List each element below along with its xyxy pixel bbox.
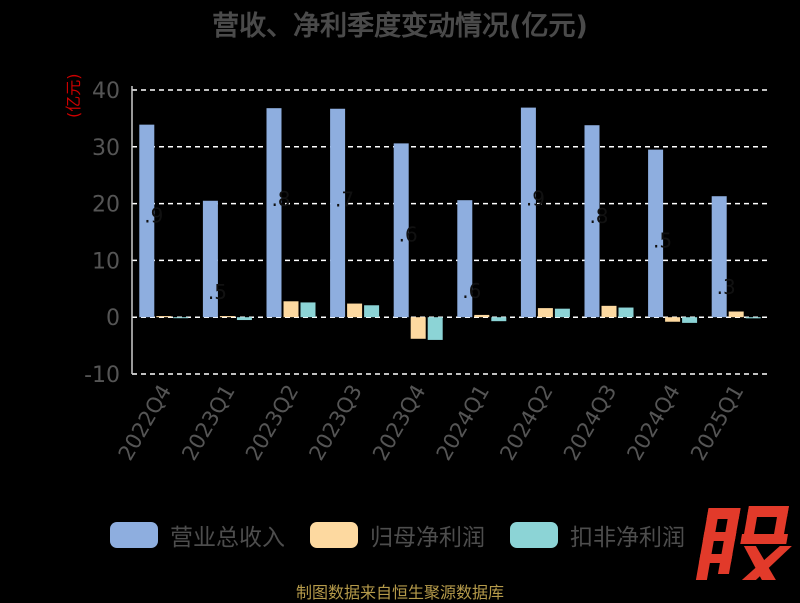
net-profit-bar[interactable] — [537, 308, 553, 318]
deducted-profit-bar[interactable] — [745, 317, 761, 319]
x-tick-label: 2024Q4 — [622, 381, 684, 465]
x-tick-label: 2023Q3 — [304, 381, 366, 465]
legend: 营业总收入 归母净利润 扣非净利润 — [0, 517, 800, 553]
deducted-profit-bar[interactable] — [682, 317, 698, 323]
net-profit-bar[interactable] — [665, 317, 681, 322]
net-profit-bar[interactable] — [156, 316, 172, 318]
deducted-profit-bar[interactable] — [236, 317, 252, 321]
bar-series — [139, 107, 761, 340]
deducted-profit-bar[interactable] — [554, 308, 570, 318]
data-label: .9 — [526, 187, 545, 211]
net-profit-bar[interactable] — [728, 311, 744, 318]
x-tick-label: 2023Q2 — [241, 381, 303, 465]
brand-logo — [695, 506, 792, 580]
y-tick-label: 30 — [92, 136, 120, 161]
legend-swatch-revenue — [110, 522, 158, 548]
y-tick-label: 20 — [92, 193, 120, 218]
revenue-bar[interactable] — [266, 108, 282, 318]
data-label: .5 — [653, 229, 672, 253]
data-label: .7 — [335, 188, 354, 212]
x-tick-label: 2023Q1 — [177, 381, 239, 465]
data-labels: .9 .5 .8 .7 .6 .6 .9 .8 .5 .3 — [144, 187, 735, 304]
revenue-bar[interactable] — [393, 143, 409, 318]
data-label: .3 — [717, 275, 736, 299]
revenue-bar[interactable] — [330, 108, 346, 318]
revenue-bar[interactable] — [648, 149, 664, 318]
deducted-profit-bar[interactable] — [491, 317, 507, 322]
legend-item-net-profit[interactable]: 归母净利润 — [310, 517, 485, 553]
x-tick-label: 2024Q3 — [559, 381, 621, 465]
net-profit-bar[interactable] — [474, 314, 490, 318]
chart-title: 营收、净利季度变动情况(亿元) — [212, 11, 588, 42]
x-tick-label: 2023Q4 — [368, 381, 430, 465]
legend-label-deducted-profit: 扣非净利润 — [570, 525, 685, 551]
y-tick-label: 40 — [92, 79, 120, 104]
legend-label-net-profit: 归母净利润 — [370, 525, 485, 551]
data-label: .5 — [208, 280, 227, 304]
revenue-bar[interactable] — [584, 125, 600, 318]
deducted-profit-bar[interactable] — [364, 305, 380, 318]
legend-swatch-net-profit — [310, 522, 358, 548]
legend-label-revenue: 营业总收入 — [170, 525, 285, 551]
x-tick-label: 2025Q1 — [686, 381, 748, 465]
legend-swatch-deducted-profit — [510, 522, 558, 548]
grid-lines — [132, 89, 768, 375]
legend-item-deducted-profit[interactable]: 扣非净利润 — [510, 517, 685, 553]
net-profit-bar[interactable] — [219, 316, 235, 318]
legend-item-revenue[interactable]: 营业总收入 — [110, 517, 285, 553]
y-tick-label: 10 — [92, 249, 120, 274]
net-profit-bar[interactable] — [410, 317, 426, 339]
revenue-bar[interactable] — [520, 107, 536, 318]
revenue-bar[interactable] — [711, 196, 727, 318]
y-tick-label: 0 — [106, 306, 120, 331]
data-label: .8 — [271, 187, 290, 211]
revenue-bar[interactable] — [202, 200, 218, 318]
revenue-bar[interactable] — [139, 124, 155, 318]
net-profit-bar[interactable] — [347, 303, 363, 318]
deducted-profit-bar[interactable] — [173, 317, 189, 319]
y-tick-label: -10 — [84, 363, 120, 388]
x-tick-label: 2022Q4 — [114, 381, 176, 465]
deducted-profit-bar[interactable] — [618, 307, 634, 318]
data-label: .8 — [589, 204, 608, 228]
net-profit-bar[interactable] — [601, 305, 617, 318]
data-label: .6 — [399, 222, 418, 246]
net-profit-bar[interactable] — [283, 301, 299, 318]
x-tick-label: 2024Q1 — [432, 381, 494, 465]
revenue-bar[interactable] — [457, 200, 473, 318]
deducted-profit-bar[interactable] — [427, 317, 443, 340]
footer-source: 制图数据来自恒生聚源数据库 — [295, 583, 504, 602]
x-tick-label: 2024Q2 — [495, 381, 557, 465]
data-label: .6 — [462, 279, 481, 303]
data-label: .9 — [144, 204, 163, 228]
deducted-profit-bar[interactable] — [300, 302, 316, 318]
